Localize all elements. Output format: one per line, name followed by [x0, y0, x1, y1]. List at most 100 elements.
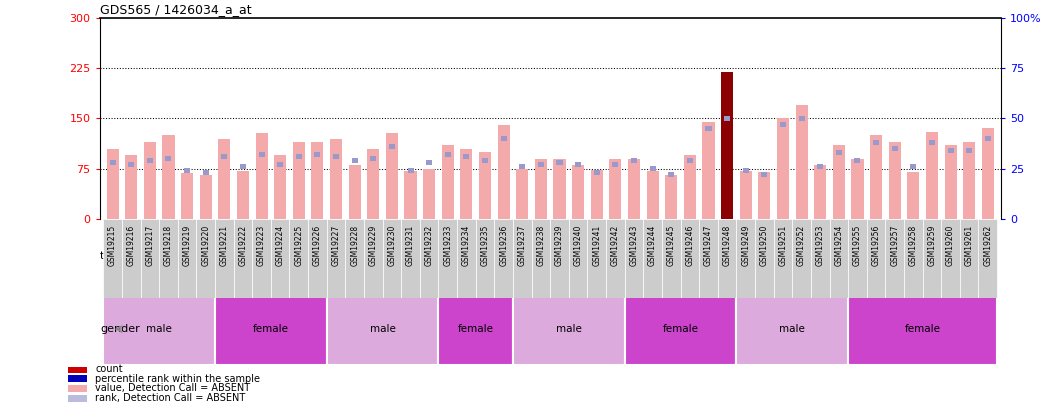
Text: hypothalamus: hypothalamus	[178, 251, 253, 261]
Bar	[892, 146, 898, 151]
Bar	[333, 154, 340, 159]
Bar	[253, 219, 270, 298]
Bar	[140, 219, 159, 298]
Text: GSM19237: GSM19237	[518, 225, 527, 266]
Bar	[873, 140, 879, 145]
Bar	[792, 219, 811, 298]
Bar	[911, 164, 916, 169]
Text: GSM19241: GSM19241	[592, 225, 602, 266]
Text: male: male	[147, 324, 172, 334]
Text: GSM19250: GSM19250	[760, 225, 769, 266]
Text: GSM19223: GSM19223	[257, 225, 266, 266]
Text: GSM19227: GSM19227	[331, 225, 341, 266]
Bar	[982, 128, 994, 219]
Bar	[550, 219, 569, 298]
Bar	[643, 219, 662, 298]
Bar	[960, 219, 979, 298]
Bar	[686, 158, 693, 163]
Bar	[556, 160, 563, 165]
Text: GSM19242: GSM19242	[611, 225, 619, 266]
Bar	[922, 219, 941, 298]
Bar	[680, 219, 699, 298]
Text: GSM19258: GSM19258	[909, 225, 918, 266]
Bar	[501, 136, 506, 141]
Bar	[308, 219, 327, 298]
Bar	[591, 170, 603, 219]
Bar	[68, 366, 87, 373]
Text: GSM19251: GSM19251	[779, 225, 787, 266]
Bar	[904, 219, 922, 298]
Text: female: female	[253, 324, 289, 334]
Bar	[296, 154, 302, 159]
Bar	[811, 219, 830, 298]
Bar	[200, 175, 212, 219]
Bar	[275, 155, 286, 219]
Bar	[196, 219, 215, 298]
Bar	[743, 168, 748, 173]
Bar	[349, 165, 361, 219]
Text: GSM19236: GSM19236	[499, 225, 508, 266]
Text: GSM19226: GSM19226	[313, 225, 322, 266]
Bar	[292, 142, 305, 219]
Bar	[854, 158, 860, 163]
Text: GSM19224: GSM19224	[276, 225, 285, 266]
Text: GSM19261: GSM19261	[964, 225, 974, 266]
Text: GSM19239: GSM19239	[555, 225, 564, 266]
Bar	[178, 219, 196, 298]
Text: GSM19217: GSM19217	[146, 225, 154, 266]
Bar	[886, 219, 904, 298]
Text: GSM19229: GSM19229	[369, 225, 377, 266]
Bar	[370, 156, 376, 161]
Bar	[870, 135, 882, 219]
Bar	[740, 171, 751, 219]
Bar	[631, 158, 637, 163]
Bar	[68, 385, 87, 392]
Text: GSM19246: GSM19246	[685, 225, 695, 266]
Bar	[538, 162, 544, 167]
Text: liver: liver	[409, 251, 432, 261]
Bar	[240, 164, 246, 169]
Text: rank, Detection Call = ABSENT: rank, Detection Call = ABSENT	[95, 393, 245, 403]
Bar	[277, 162, 283, 167]
Bar	[476, 219, 495, 298]
Text: GSM19260: GSM19260	[946, 225, 955, 266]
Bar	[718, 219, 737, 298]
Bar	[588, 219, 606, 298]
Text: GSM19255: GSM19255	[853, 225, 861, 266]
Bar	[512, 294, 625, 364]
Bar	[367, 149, 379, 219]
Bar	[947, 148, 954, 153]
Bar	[463, 154, 470, 159]
Bar	[128, 162, 134, 167]
Bar	[441, 145, 454, 219]
Bar	[420, 219, 438, 298]
Bar	[761, 172, 767, 177]
Bar	[979, 219, 997, 298]
Bar	[737, 294, 848, 364]
Bar	[517, 168, 528, 219]
Text: GSM19248: GSM19248	[723, 225, 732, 266]
Bar	[966, 148, 973, 153]
Text: GSM19218: GSM19218	[163, 225, 173, 266]
Text: GSM19225: GSM19225	[294, 225, 303, 266]
Bar	[104, 219, 122, 298]
Bar	[104, 221, 327, 292]
Bar	[925, 132, 938, 219]
Bar	[270, 219, 289, 298]
Bar	[184, 168, 190, 173]
Bar	[221, 154, 227, 159]
Bar	[609, 159, 621, 219]
Bar	[612, 162, 618, 167]
Text: GSM19230: GSM19230	[388, 225, 396, 266]
Bar	[780, 122, 786, 127]
Bar	[423, 168, 435, 219]
Bar	[104, 294, 215, 364]
Bar	[575, 162, 582, 167]
Text: count: count	[95, 364, 123, 374]
Bar	[512, 221, 737, 292]
Bar	[699, 219, 718, 298]
Text: GSM19232: GSM19232	[424, 225, 434, 266]
Bar	[777, 119, 789, 219]
Bar	[721, 72, 734, 219]
Text: tissue: tissue	[100, 251, 133, 261]
